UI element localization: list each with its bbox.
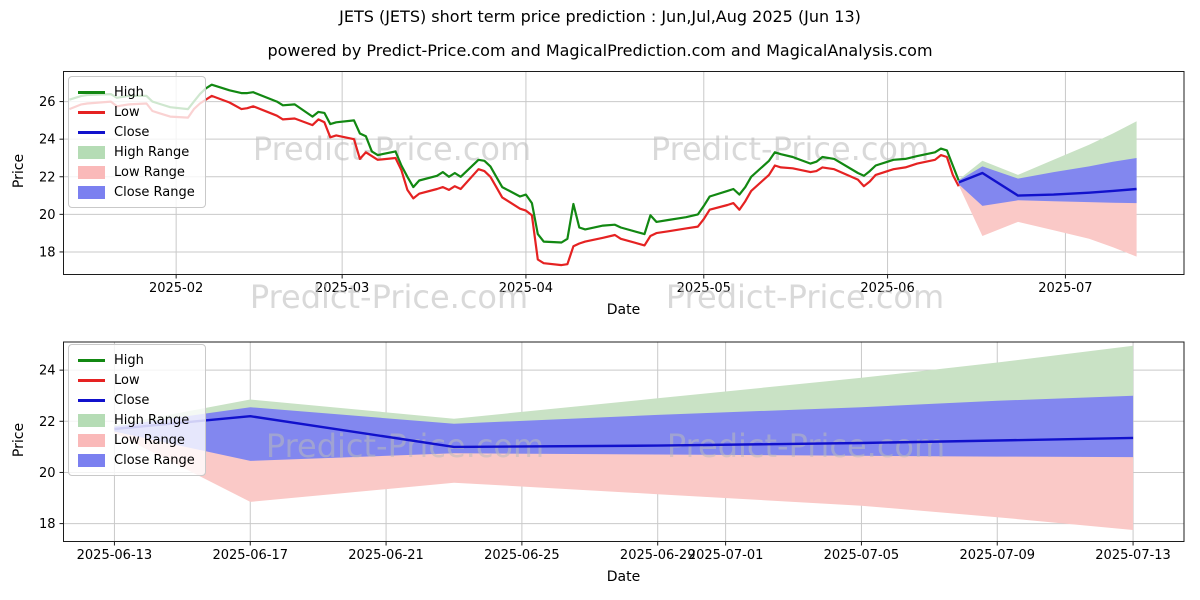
close-range-swatch [78, 185, 105, 199]
legend-item-close-range: Close Range [78, 450, 195, 470]
legend-item-low: Low [78, 102, 195, 122]
legend-item-high: High [78, 350, 195, 370]
legend-bottom: High Low Close High Range Low Range Clos… [68, 344, 206, 476]
top-chart: Predict-Price.com Predict-Price.com 2025-0… [39, 71, 1185, 296]
legend-item-low-range: Low Range [78, 430, 195, 450]
high-range-swatch [78, 145, 105, 159]
legend-item-low-range: Low Range [78, 162, 195, 182]
watermark-text: Predict-Price.com [651, 130, 929, 168]
legend-label: High [114, 352, 144, 368]
y-tick-label: 18 [39, 245, 56, 260]
close-range-swatch [78, 453, 105, 467]
watermark-text: Predict-Price.com [253, 130, 531, 168]
x-tick-label: 2025-07-01 [688, 548, 764, 563]
y-tick-label: 22 [39, 415, 56, 430]
chart-subtitle: powered by Predict-Price.com and Magical… [267, 41, 933, 60]
y-axis-label-top: Price [11, 153, 27, 189]
legend-item-high-range: High Range [78, 142, 195, 162]
legend-item-close-range: Close Range [78, 182, 195, 202]
x-tick-label: 2025-06-17 [212, 548, 288, 563]
close-prediction-line [114, 415, 1134, 449]
y-tick-label: 24 [39, 364, 56, 379]
y-tick-label: 26 [39, 95, 56, 110]
low-range-swatch [78, 165, 105, 179]
x-tick-label: 2025-02 [149, 281, 203, 296]
x-tick-label: 2025-07-05 [824, 548, 900, 563]
close-range-band [114, 395, 1134, 461]
low-history-line [68, 94, 960, 267]
legend-label: Low [114, 104, 140, 120]
x-tick-label: 2025-07 [1038, 281, 1092, 296]
y-axis-label-bottom: Price [11, 422, 27, 458]
x-tick-label: 2025-06-13 [77, 548, 153, 563]
legend-label: Low [114, 372, 140, 388]
x-tick-label: 2025-07-09 [959, 548, 1035, 563]
y-tick-label: 18 [39, 517, 56, 532]
close-line-swatch [78, 398, 105, 402]
legend-label: High [114, 84, 144, 100]
legend-top: High Low Close High Range Low Range Clos… [68, 76, 206, 208]
x-tick-label: 2025-06-29 [620, 548, 696, 563]
close-line-swatch [78, 130, 105, 134]
chart-title: JETS (JETS) short term price prediction … [339, 7, 861, 26]
legend-label: Close [114, 392, 150, 408]
y-tick-label: 20 [39, 466, 56, 481]
x-axis-label-bottom: Date [606, 569, 641, 585]
high-line-swatch [78, 358, 105, 362]
legend-label: Low Range [114, 432, 185, 448]
legend-label: High Range [114, 144, 190, 160]
legend-item-high-range: High Range [78, 410, 195, 430]
y-tick-label: 20 [39, 208, 56, 223]
watermark-text: Predict-Price.com [249, 278, 529, 316]
legend-item-low: Low [78, 370, 195, 390]
low-line-swatch [78, 110, 105, 114]
close-prediction-line [958, 171, 1137, 197]
x-tick-label: 2025-06-25 [484, 548, 560, 563]
high-history-line [69, 83, 960, 244]
x-tick-label: 2025-06 [860, 281, 914, 296]
y-tick-label: 24 [39, 133, 56, 148]
plot-border [63, 71, 1185, 275]
high-line-swatch [78, 90, 105, 94]
low-line-swatch [78, 378, 105, 382]
bottom-chart: Predict-Price.com Predict-Price.com2025-0… [39, 341, 1185, 563]
legend-label: Low Range [114, 164, 185, 180]
watermark-text: Predict-Price.com [665, 278, 945, 316]
x-axis-label-top: Date [606, 302, 641, 318]
x-tick-label: 2025-03 [315, 281, 369, 296]
low-range-swatch [78, 433, 105, 447]
legend-item-high: High [78, 82, 195, 102]
legend-item-close: Close [78, 122, 195, 142]
legend-label: Close Range [114, 452, 195, 468]
plot-border [63, 341, 1185, 542]
legend-label: Close Range [114, 184, 195, 200]
legend-label: Close [114, 124, 150, 140]
x-tick-label: 2025-05 [677, 281, 731, 296]
high-range-swatch [78, 413, 105, 427]
legend-label: High Range [114, 412, 190, 428]
x-tick-label: 2025-04 [499, 281, 553, 296]
x-tick-label: 2025-07-13 [1095, 548, 1171, 563]
y-tick-label: 22 [39, 170, 56, 185]
x-tick-label: 2025-06-21 [348, 548, 424, 563]
legend-item-close: Close [78, 390, 195, 410]
close-range-band [958, 158, 1137, 206]
